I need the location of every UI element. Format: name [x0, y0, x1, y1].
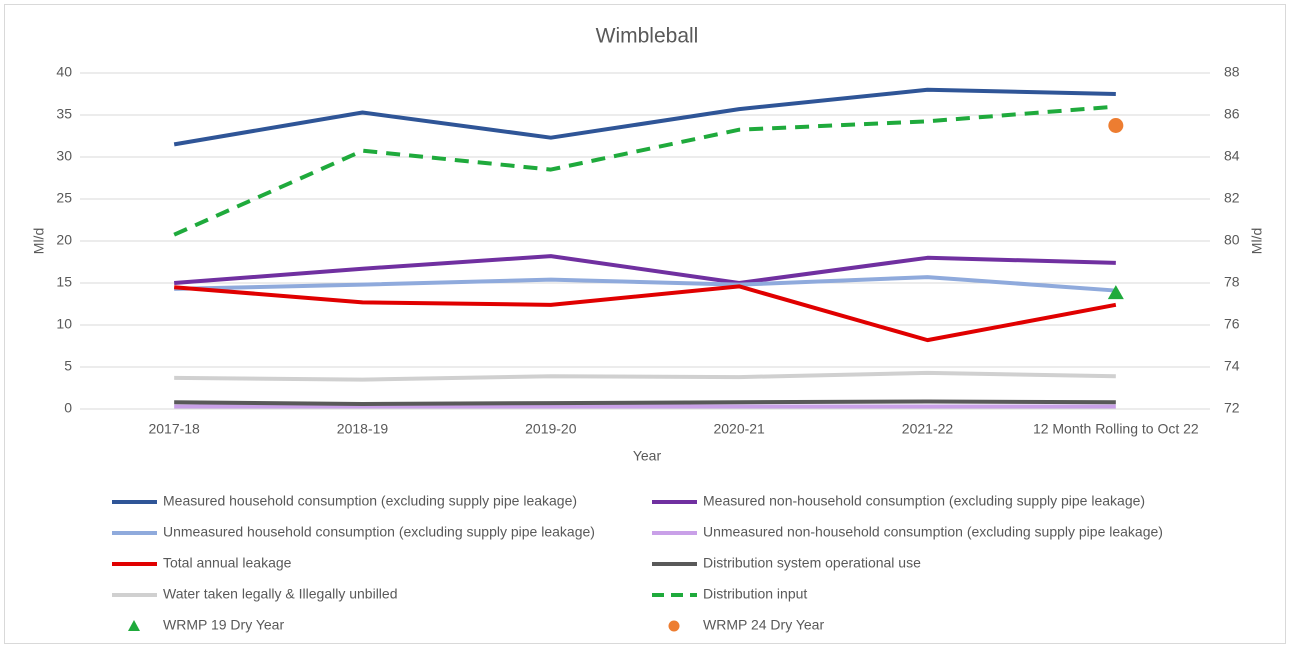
y2-tick-label: 84 [1224, 148, 1240, 164]
series-line [173, 87, 1116, 147]
series-line [174, 370, 1116, 382]
chart-title: Wimbleball [596, 25, 699, 48]
x-tick-label: 12 Month Rolling to Oct 22 [1033, 421, 1199, 437]
y2-tick-label: 86 [1224, 106, 1240, 122]
legend-label: Distribution system operational use [703, 555, 921, 571]
legend-label: WRMP 24 Dry Year [703, 617, 824, 633]
y2-tick-label: 78 [1224, 274, 1240, 290]
y2-tick-label: 88 [1224, 64, 1240, 80]
legend-label: Distribution input [703, 586, 807, 602]
series-line [174, 399, 1116, 406]
legend-marker [668, 620, 680, 632]
series-line [173, 104, 1116, 237]
legend-label: Total annual leakage [163, 555, 292, 571]
data-point [1107, 285, 1124, 300]
x-tick-label: 2018-19 [337, 421, 389, 437]
x-tick-label: 2021-22 [902, 421, 954, 437]
y2-tick-label: 76 [1224, 316, 1240, 332]
y2-tick-label: 80 [1224, 232, 1240, 248]
y2-tick-label: 74 [1224, 358, 1240, 374]
data-point [1108, 118, 1124, 133]
y2-tick-label: 82 [1224, 190, 1240, 206]
x-tick-label: 2019-20 [525, 421, 577, 437]
y-axis-label: Ml/d [31, 228, 47, 254]
y-tick-label: 35 [56, 106, 72, 122]
legend-label: Water taken legally & Illegally unbilled [163, 586, 398, 602]
y-tick-label: 5 [64, 358, 72, 374]
legend-label: Measured non-household consumption (excl… [703, 493, 1145, 509]
x-tick-label: 2020-21 [713, 421, 765, 437]
x-axis-label: Year [633, 448, 662, 464]
y-tick-label: 30 [56, 148, 72, 164]
y2-axis-label: Ml/d [1249, 228, 1265, 254]
series-line [174, 275, 1116, 293]
legend-marker [128, 620, 140, 631]
y2-tick-label: 72 [1224, 400, 1240, 416]
y-tick-label: 20 [56, 232, 72, 248]
series-line [174, 284, 1117, 343]
x-tick-label: 2017-18 [148, 421, 200, 437]
series-line [174, 254, 1116, 285]
legend-label: Measured household consumption (excludin… [163, 493, 577, 509]
y-tick-label: 10 [56, 316, 72, 332]
y-tick-label: 15 [56, 274, 72, 290]
y-tick-label: 25 [56, 190, 72, 206]
y-tick-label: 40 [56, 64, 72, 80]
legend-label: WRMP 19 Dry Year [163, 617, 284, 633]
legend-label: Unmeasured household consumption (exclud… [163, 524, 595, 540]
legend-label: Unmeasured non-household consumption (ex… [703, 524, 1163, 540]
y-tick-label: 0 [64, 400, 72, 416]
chart-border [4, 4, 1286, 644]
